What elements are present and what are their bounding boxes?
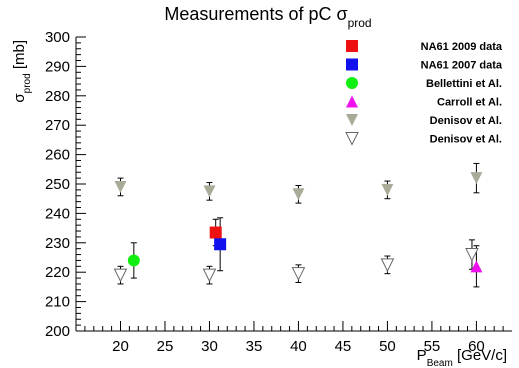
- x-tick-label: 25: [157, 338, 174, 355]
- y-tick-label: 300: [45, 29, 70, 46]
- legend-label: NA61 2009 data: [421, 41, 503, 53]
- y-tick-label: 220: [45, 264, 70, 281]
- x-axis-title: PBeam [GeV/c]: [417, 347, 507, 368]
- data-point: [202, 268, 217, 283]
- legend-marker: [346, 77, 358, 89]
- chart-title: Measurements of pC σprod: [164, 4, 371, 30]
- legend-label: Denisov et Al.: [430, 115, 502, 127]
- legend-label: Carroll et Al.: [437, 97, 502, 109]
- data-point: [209, 226, 222, 239]
- data-markers: [113, 172, 483, 283]
- ticks: 200 210 220 230 240 250 260 270 280 290 300 20 25 30 3…: [45, 29, 504, 355]
- y-tick-label: 260: [45, 147, 70, 164]
- y-tick-label: 210: [45, 294, 70, 311]
- data-point: [113, 268, 128, 283]
- data-point: [470, 172, 483, 185]
- x-tick-label: 50: [379, 338, 396, 355]
- data-point: [127, 254, 140, 267]
- legend-label: Bellettini et Al.: [426, 78, 502, 90]
- data-point: [114, 180, 127, 193]
- data-point: [465, 248, 479, 262]
- legend-marker: [346, 40, 358, 52]
- chart-title-text: Measurements of pC σprod: [164, 4, 371, 30]
- legend-marker: [346, 114, 358, 126]
- legend-label: Denisov et Al.: [430, 134, 502, 146]
- y-tick-label: 280: [45, 88, 70, 105]
- y-tick-label: 230: [45, 235, 70, 252]
- data-point: [214, 238, 227, 251]
- data-point: [291, 267, 306, 281]
- x-tick-label: 30: [201, 338, 218, 355]
- x-tick-label: 55: [424, 338, 441, 355]
- data-point: [380, 258, 395, 272]
- x-tick-label: 20: [112, 338, 129, 355]
- legend-marker: [346, 58, 358, 71]
- x-tick-label: 35: [246, 338, 263, 355]
- legend-marker: [345, 132, 359, 146]
- x-tick-label: 45: [335, 338, 352, 355]
- y-tick-label: 270: [45, 117, 70, 134]
- y-tick-label: 250: [45, 176, 70, 193]
- legend: NA61 2009 data NA61 2007 data Bellettini e…: [345, 40, 503, 146]
- y-tick-label: 290: [45, 58, 70, 75]
- x-tick-label: 60: [468, 338, 485, 355]
- legend-label: NA61 2007 data: [421, 60, 503, 72]
- axis-titles: PBeam [GeV/c] σprod [mb]: [11, 40, 507, 368]
- data-point: [292, 188, 305, 201]
- data-point: [470, 260, 483, 273]
- y-axis-title: σprod [mb]: [11, 40, 33, 103]
- data-point: [381, 183, 394, 196]
- legend-marker: [346, 95, 358, 108]
- x-tick-label: 40: [290, 338, 307, 355]
- y-tick-label: 200: [45, 323, 70, 340]
- y-tick-label: 240: [45, 205, 70, 222]
- data-point: [203, 185, 216, 198]
